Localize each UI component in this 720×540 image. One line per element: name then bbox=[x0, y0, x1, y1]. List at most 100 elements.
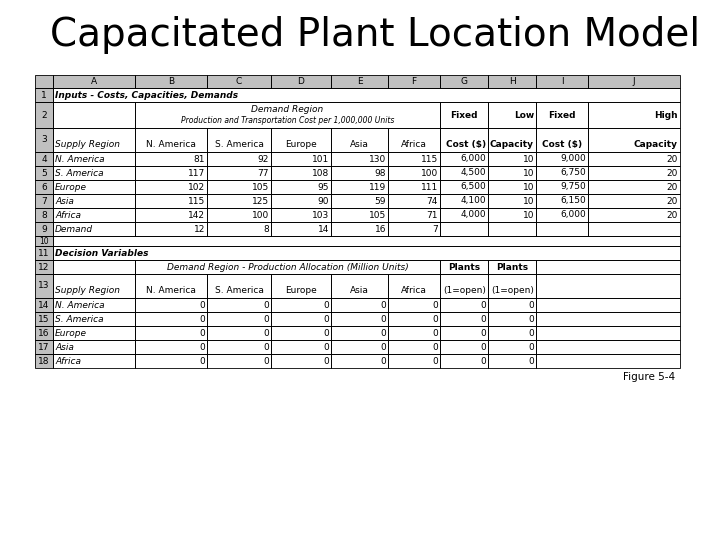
Bar bbox=[35, 152, 53, 166]
Bar bbox=[35, 88, 53, 102]
Bar bbox=[331, 354, 388, 368]
Bar bbox=[135, 75, 207, 88]
Text: 9: 9 bbox=[41, 225, 47, 233]
Text: 14: 14 bbox=[38, 300, 50, 309]
Text: 8: 8 bbox=[264, 225, 269, 233]
Bar bbox=[53, 298, 135, 312]
Text: C: C bbox=[236, 77, 242, 86]
Text: G: G bbox=[461, 77, 467, 86]
Text: 0: 0 bbox=[432, 356, 438, 366]
Bar bbox=[536, 194, 588, 208]
Text: 74: 74 bbox=[427, 197, 438, 206]
Bar bbox=[207, 354, 271, 368]
Bar bbox=[588, 128, 680, 152]
Text: Europe: Europe bbox=[285, 140, 317, 149]
Text: F: F bbox=[411, 77, 417, 86]
Bar bbox=[588, 166, 680, 180]
Bar bbox=[135, 222, 207, 236]
Bar bbox=[271, 152, 331, 166]
Bar bbox=[53, 260, 135, 274]
Bar bbox=[388, 298, 440, 312]
Bar bbox=[35, 208, 53, 222]
Text: Asia: Asia bbox=[55, 197, 74, 206]
Text: 4,500: 4,500 bbox=[460, 168, 486, 178]
Bar bbox=[135, 180, 207, 194]
Bar bbox=[271, 274, 331, 298]
Bar bbox=[536, 274, 680, 298]
Bar bbox=[35, 128, 53, 152]
Text: 0: 0 bbox=[480, 314, 486, 323]
Text: 0: 0 bbox=[528, 328, 534, 338]
Bar bbox=[35, 354, 53, 368]
Bar bbox=[536, 312, 680, 326]
Text: Decision Variables: Decision Variables bbox=[55, 248, 148, 258]
Text: 0: 0 bbox=[264, 342, 269, 352]
Bar bbox=[488, 75, 536, 88]
Bar bbox=[35, 88, 53, 102]
Bar bbox=[488, 340, 536, 354]
Bar bbox=[488, 326, 536, 340]
Bar bbox=[35, 246, 53, 260]
Text: 12: 12 bbox=[38, 262, 50, 272]
Bar bbox=[388, 75, 440, 88]
Bar bbox=[35, 246, 53, 260]
Bar bbox=[207, 340, 271, 354]
Text: 98: 98 bbox=[374, 168, 386, 178]
Text: 4: 4 bbox=[41, 154, 47, 164]
Bar bbox=[35, 326, 53, 340]
Text: 20: 20 bbox=[667, 154, 678, 164]
Bar bbox=[536, 260, 680, 274]
Text: 20: 20 bbox=[667, 183, 678, 192]
Text: Asia: Asia bbox=[350, 140, 369, 149]
Bar bbox=[35, 236, 53, 246]
Bar bbox=[536, 152, 588, 166]
Bar bbox=[488, 102, 536, 128]
Text: 0: 0 bbox=[432, 328, 438, 338]
Text: 0: 0 bbox=[199, 356, 205, 366]
Bar bbox=[35, 298, 53, 312]
Text: 0: 0 bbox=[432, 300, 438, 309]
Bar bbox=[388, 75, 440, 88]
Bar bbox=[35, 222, 53, 236]
Bar bbox=[53, 75, 135, 88]
Text: 0: 0 bbox=[264, 328, 269, 338]
Text: 0: 0 bbox=[199, 300, 205, 309]
Text: 105: 105 bbox=[252, 183, 269, 192]
Bar bbox=[536, 75, 588, 88]
Text: 81: 81 bbox=[194, 154, 205, 164]
Bar bbox=[440, 340, 488, 354]
Text: Cost ($): Cost ($) bbox=[542, 140, 582, 149]
Text: 111: 111 bbox=[420, 183, 438, 192]
Bar bbox=[440, 208, 488, 222]
Text: 0: 0 bbox=[528, 356, 534, 366]
Text: 6,000: 6,000 bbox=[560, 211, 586, 219]
Bar bbox=[207, 208, 271, 222]
Bar bbox=[135, 166, 207, 180]
Text: 14: 14 bbox=[318, 225, 329, 233]
Bar bbox=[331, 222, 388, 236]
Text: 105: 105 bbox=[369, 211, 386, 219]
Bar bbox=[271, 128, 331, 152]
Text: E: E bbox=[356, 77, 362, 86]
Bar bbox=[53, 340, 135, 354]
Bar bbox=[135, 208, 207, 222]
Bar bbox=[53, 312, 135, 326]
Bar bbox=[35, 340, 53, 354]
Text: I: I bbox=[561, 77, 563, 86]
Text: 0: 0 bbox=[199, 314, 205, 323]
Text: 1: 1 bbox=[41, 91, 47, 99]
Bar bbox=[440, 75, 488, 88]
Text: B: B bbox=[168, 77, 174, 86]
Bar bbox=[35, 128, 53, 152]
Bar bbox=[388, 340, 440, 354]
Bar bbox=[207, 326, 271, 340]
Bar bbox=[271, 166, 331, 180]
Text: N. America: N. America bbox=[146, 286, 196, 295]
Bar bbox=[388, 274, 440, 298]
Text: 71: 71 bbox=[426, 211, 438, 219]
Bar bbox=[271, 75, 331, 88]
Bar bbox=[53, 222, 135, 236]
Bar bbox=[488, 128, 536, 152]
Bar bbox=[271, 222, 331, 236]
Bar bbox=[488, 75, 536, 88]
